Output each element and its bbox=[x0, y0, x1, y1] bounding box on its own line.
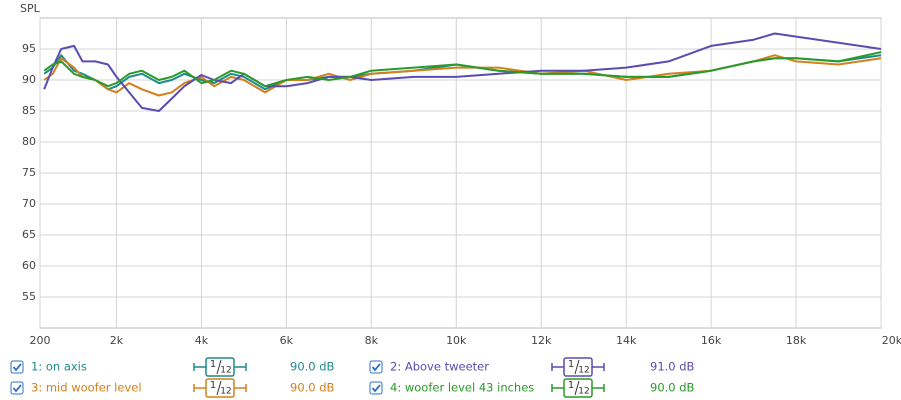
smoothing-den: 12 bbox=[220, 366, 231, 376]
x-tick-label: 6k bbox=[280, 334, 294, 347]
smoothing-den: 12 bbox=[578, 387, 589, 397]
x-tick-label: 18k bbox=[786, 334, 807, 347]
legend: 1: on axis 1 12 90.0 dB 2: Above tweeter 1 12 9… bbox=[10, 357, 695, 398]
smoothing-slash bbox=[574, 380, 580, 396]
smoothing-slash bbox=[216, 359, 222, 375]
legend-entry: 4: woofer level 43 inches 1 12 90.0 dB bbox=[369, 378, 695, 398]
smoothing-num: 1 bbox=[210, 359, 216, 370]
series-line bbox=[43, 51, 882, 88]
smoothing-button[interactable] bbox=[205, 357, 235, 377]
y-tick-label: 80 bbox=[22, 135, 36, 148]
y-tick-label: 90 bbox=[22, 73, 36, 86]
x-tick-label: 20kHz bbox=[882, 334, 901, 347]
legend-entry: 2: Above tweeter 1 12 91.0 dB bbox=[369, 357, 695, 377]
checkbox[interactable] bbox=[369, 381, 383, 395]
x-tick-label: 8k bbox=[365, 334, 379, 347]
x-tick-label: 12k bbox=[531, 334, 552, 347]
legend-label: 1: on axis bbox=[31, 360, 87, 374]
smoothing-den: 12 bbox=[578, 366, 589, 376]
level-value: 90.0 dB bbox=[290, 360, 335, 374]
series-line bbox=[43, 32, 882, 112]
checkmark bbox=[12, 363, 22, 372]
smoothing-num: 1 bbox=[210, 380, 216, 391]
checkmark bbox=[371, 384, 381, 393]
smoothing-button[interactable] bbox=[205, 378, 235, 398]
x-tick-label: 16k bbox=[701, 334, 722, 347]
x-tick-label: 200 bbox=[30, 334, 51, 347]
x-tick-label: 10k bbox=[446, 334, 467, 347]
legend-label: 4: woofer level 43 inches bbox=[390, 381, 534, 395]
checkbox[interactable] bbox=[10, 360, 24, 374]
checkbox[interactable] bbox=[369, 360, 383, 374]
legend-entry: 1: on axis 1 12 90.0 dB bbox=[10, 357, 335, 377]
smoothing-slash bbox=[216, 380, 222, 396]
smoothing-num: 1 bbox=[568, 359, 574, 370]
y-axis-label: SPL bbox=[20, 2, 41, 15]
smoothing-slash bbox=[574, 359, 580, 375]
smoothing-button[interactable] bbox=[563, 378, 593, 398]
legend-label: 2: Above tweeter bbox=[390, 360, 489, 374]
smoothing-num: 1 bbox=[568, 380, 574, 391]
x-tick-label: 2k bbox=[110, 334, 124, 347]
grid: 55 60 65 70 75 80 85 90 95 200 2k 4k 6k 8k 10k 12k 14k 16… bbox=[22, 18, 901, 347]
x-tick-label: 14k bbox=[616, 334, 637, 347]
checkbox[interactable] bbox=[10, 381, 24, 395]
curves bbox=[43, 32, 882, 112]
y-tick-label: 60 bbox=[22, 259, 36, 272]
checkmark bbox=[12, 384, 22, 393]
y-tick-label: 95 bbox=[22, 42, 36, 55]
smoothing-den: 12 bbox=[220, 387, 231, 397]
y-tick-label: 70 bbox=[22, 197, 36, 210]
y-tick-label: 85 bbox=[22, 104, 36, 117]
level-value: 91.0 dB bbox=[650, 360, 695, 374]
checkmark bbox=[371, 363, 381, 372]
legend-entry: 3: mid woofer level 1 12 90.0 dB bbox=[10, 378, 335, 398]
y-tick-label: 55 bbox=[22, 290, 36, 303]
y-tick-label: 65 bbox=[22, 228, 36, 241]
smoothing-button[interactable] bbox=[563, 357, 593, 377]
level-value: 90.0 dB bbox=[650, 381, 695, 395]
level-value: 90.0 dB bbox=[290, 381, 335, 395]
x-tick-label: 4k bbox=[195, 334, 209, 347]
legend-label: 3: mid woofer level bbox=[31, 381, 142, 395]
y-tick-label: 75 bbox=[22, 166, 36, 179]
